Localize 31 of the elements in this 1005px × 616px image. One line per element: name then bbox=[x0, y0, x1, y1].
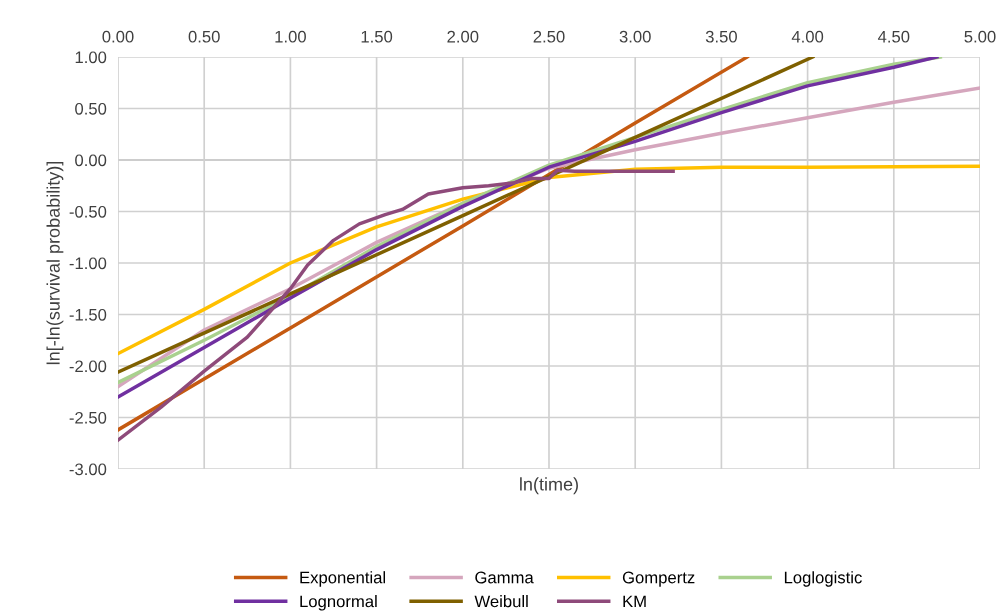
legend-label: Exponential bbox=[300, 571, 386, 587]
y-tick-label: -1.50 bbox=[69, 308, 107, 321]
y-axis-title: ln[-ln(survival probability)] bbox=[46, 161, 64, 365]
y-tick-label: -2.50 bbox=[69, 411, 107, 424]
y-tick-label: 1.00 bbox=[75, 51, 107, 64]
legend-label: Loglogistic bbox=[784, 571, 862, 587]
x-tick-label: 2.50 bbox=[533, 30, 565, 43]
y-tick-label: -3.00 bbox=[69, 463, 107, 476]
legend-label: Gompertz bbox=[622, 571, 695, 587]
y-tick-label: -2.00 bbox=[69, 360, 107, 373]
x-tick-label: 5.00 bbox=[964, 30, 996, 43]
x-tick-label: 3.00 bbox=[619, 30, 651, 43]
x-tick-label: 1.00 bbox=[275, 30, 306, 43]
x-axis-title: ln(time) bbox=[520, 477, 578, 495]
x-tick-label: 4.00 bbox=[791, 30, 824, 43]
x-tick-label: 2.00 bbox=[447, 30, 479, 43]
x-tick-label: 3.50 bbox=[705, 30, 737, 43]
y-tick-label: -0.50 bbox=[69, 205, 107, 218]
y-tick-label: 0.00 bbox=[75, 154, 107, 167]
x-tick-label: 4.50 bbox=[877, 30, 910, 43]
legend-label: Gamma bbox=[475, 571, 534, 584]
legend-label: Lognormal bbox=[300, 595, 377, 611]
x-tick-label: 0.50 bbox=[188, 30, 220, 43]
y-tick-label: -1.00 bbox=[69, 257, 107, 270]
x-tick-label: 0.00 bbox=[102, 30, 134, 43]
line-series bbox=[118, 57, 815, 374]
y-tick-label: 0.50 bbox=[75, 102, 107, 115]
legend-label: Weibull bbox=[474, 595, 528, 608]
x-tick-label: 1.50 bbox=[361, 30, 393, 43]
legend-label: KM bbox=[623, 595, 646, 608]
line-series bbox=[118, 168, 675, 442]
